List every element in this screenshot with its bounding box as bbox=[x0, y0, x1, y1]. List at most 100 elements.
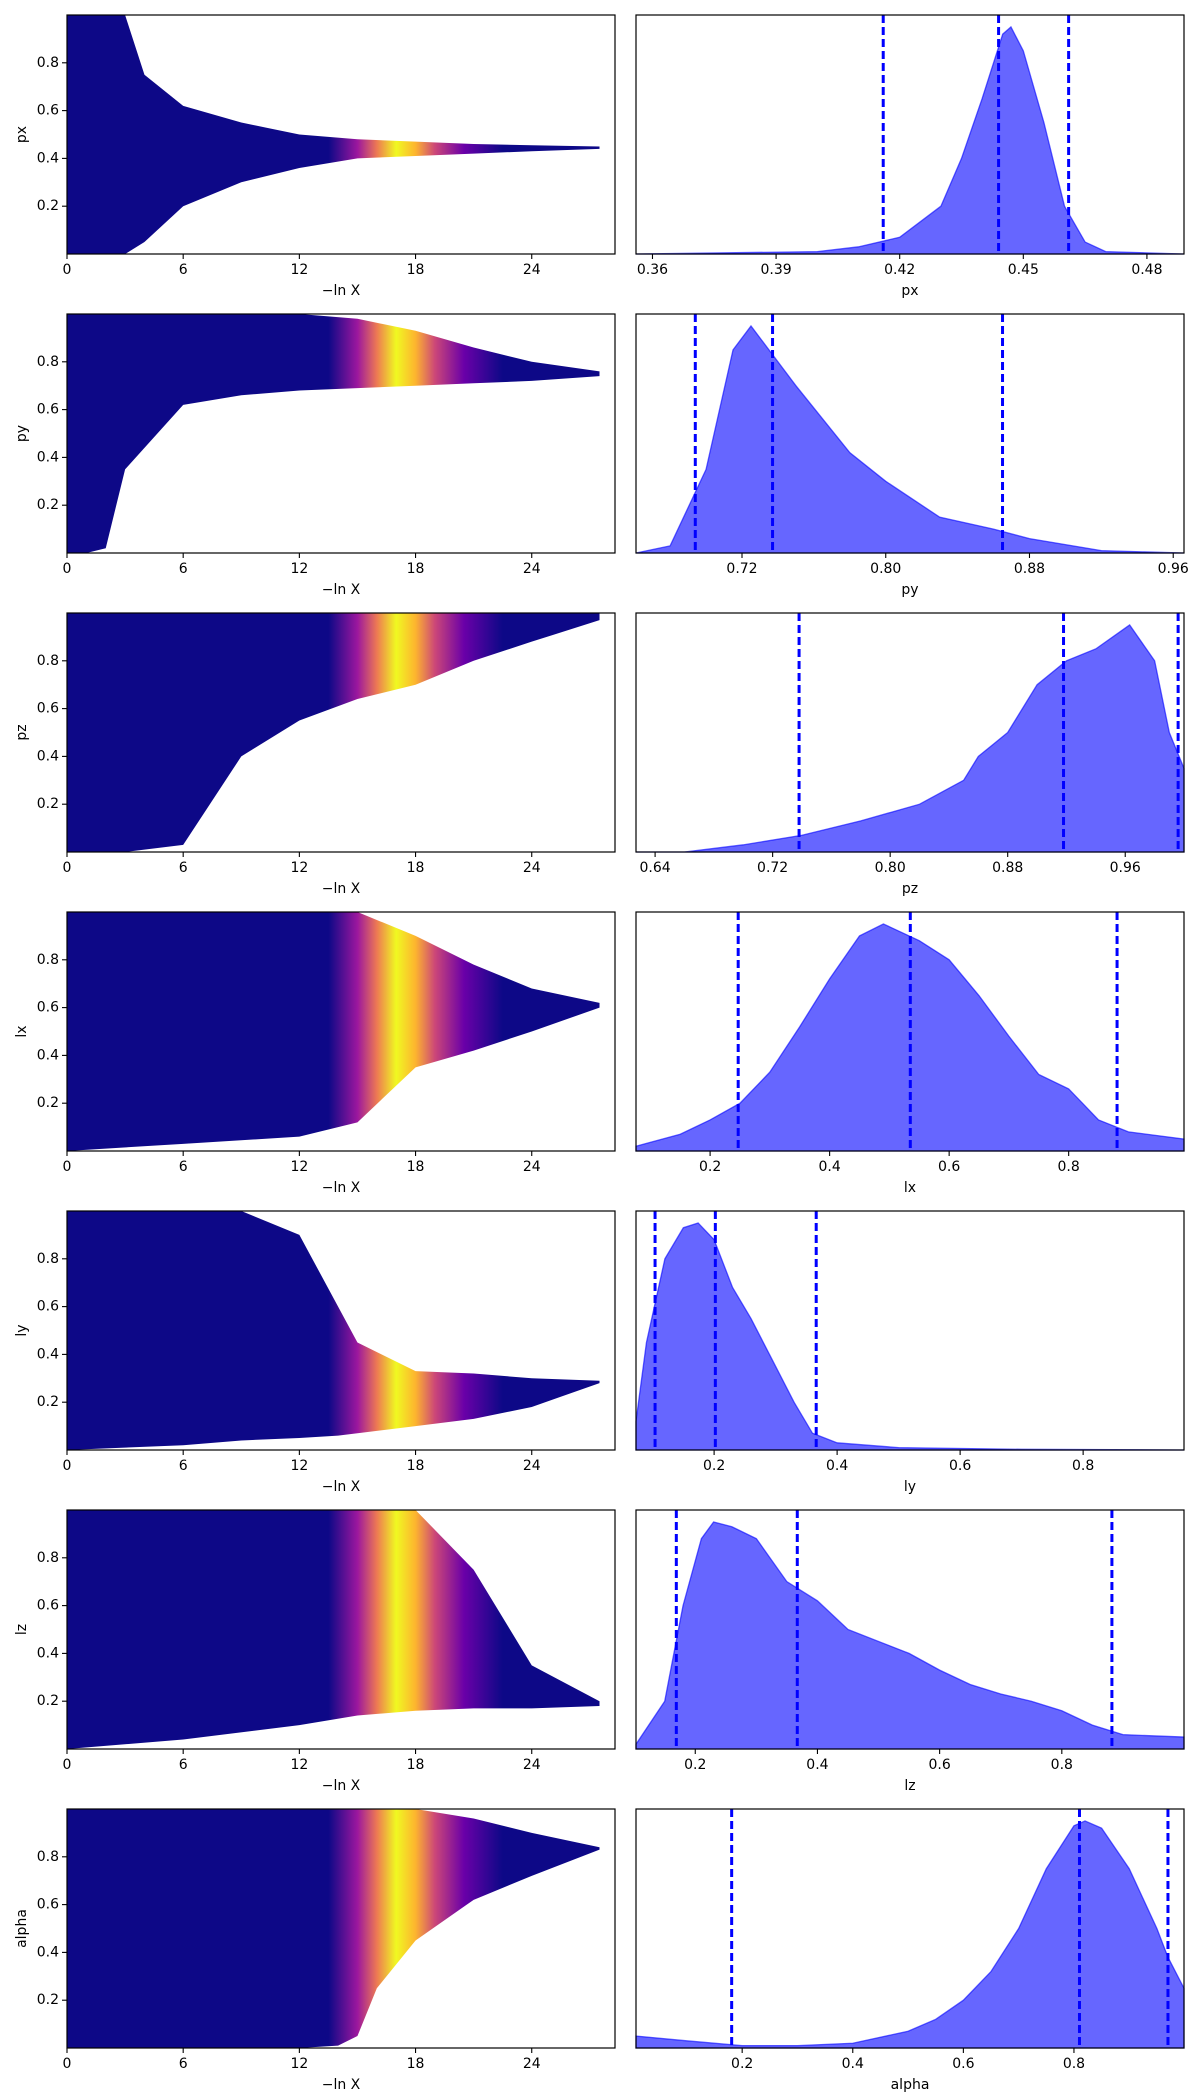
y-tick-label: 0.6 bbox=[37, 1299, 59, 1315]
x-tick-label: 18 bbox=[407, 1757, 425, 1773]
x-tick-label: 0.96 bbox=[1110, 860, 1141, 876]
x-axis-label: lx bbox=[904, 1180, 916, 1196]
kde-area bbox=[635, 1222, 1185, 1451]
x-tick-label: 12 bbox=[290, 1757, 308, 1773]
x-tick-label: 0.6 bbox=[949, 1458, 971, 1474]
x-tick-label: 0.72 bbox=[757, 860, 788, 876]
sample-band bbox=[67, 912, 600, 1151]
x-tick-label: 0.96 bbox=[1158, 561, 1189, 577]
axes-frame bbox=[66, 313, 616, 554]
x-axis-label: −ln X bbox=[322, 881, 361, 897]
sample-band bbox=[67, 1211, 600, 1450]
y-tick-label: 0.2 bbox=[37, 497, 59, 513]
axes-frame bbox=[635, 313, 1185, 554]
y-tick-label: 0.8 bbox=[37, 952, 59, 968]
x-tick-label: 0.8 bbox=[1058, 1159, 1080, 1175]
y-tick-label: 0.6 bbox=[37, 1000, 59, 1016]
x-tick-label: 18 bbox=[407, 262, 425, 278]
axes-frame bbox=[635, 1509, 1185, 1750]
x-tick-label: 0 bbox=[63, 561, 72, 577]
x-tick-label: 0.4 bbox=[806, 1757, 828, 1773]
x-tick-label: 24 bbox=[523, 860, 541, 876]
x-tick-label: 0.36 bbox=[637, 262, 668, 278]
y-tick-label: 0.4 bbox=[37, 1346, 59, 1362]
y-tick-label: 0.4 bbox=[37, 748, 59, 764]
y-tick-label: 0.2 bbox=[37, 1992, 59, 2008]
y-axis-label: lz bbox=[14, 1624, 30, 1635]
y-tick-label: 0.4 bbox=[37, 449, 59, 465]
x-tick-label: 0.64 bbox=[640, 860, 671, 876]
axes-frame bbox=[66, 14, 616, 255]
x-tick-label: 0.2 bbox=[684, 1757, 706, 1773]
axes-frame bbox=[66, 1509, 616, 1750]
x-tick-label: 0.2 bbox=[731, 2056, 753, 2072]
kde-area bbox=[635, 1820, 1185, 2049]
x-tick-label: 0.6 bbox=[952, 2056, 974, 2072]
x-tick-label: 0.6 bbox=[938, 1159, 960, 1175]
sample-band bbox=[67, 15, 600, 254]
y-axis-label: ly bbox=[14, 1324, 30, 1336]
x-tick-label: 0.80 bbox=[870, 561, 901, 577]
x-tick-label: 18 bbox=[407, 2056, 425, 2072]
kde-area bbox=[635, 1521, 1185, 1750]
axes-frame bbox=[66, 1210, 616, 1451]
x-tick-label: 0.88 bbox=[992, 860, 1023, 876]
x-tick-label: 12 bbox=[290, 1159, 308, 1175]
y-tick-label: 0.6 bbox=[37, 402, 59, 418]
x-axis-label: −ln X bbox=[322, 582, 361, 598]
x-tick-label: 18 bbox=[407, 561, 425, 577]
x-tick-label: 6 bbox=[179, 2056, 188, 2072]
y-tick-label: 0.6 bbox=[37, 1598, 59, 1614]
x-tick-label: 24 bbox=[523, 2056, 541, 2072]
x-tick-label: 0.80 bbox=[875, 860, 906, 876]
x-axis-label: py bbox=[901, 582, 918, 598]
y-tick-label: 0.2 bbox=[37, 1693, 59, 1709]
x-tick-label: 0 bbox=[63, 1458, 72, 1474]
axes-frame bbox=[635, 612, 1185, 853]
y-tick-label: 0.6 bbox=[37, 1897, 59, 1913]
x-tick-label: 6 bbox=[179, 1159, 188, 1175]
axes-frame bbox=[635, 1808, 1185, 2049]
y-tick-label: 0.4 bbox=[37, 1944, 59, 1960]
x-tick-label: 0.2 bbox=[699, 1159, 721, 1175]
x-tick-label: 0.8 bbox=[1063, 2056, 1085, 2072]
x-tick-label: 0.48 bbox=[1131, 262, 1162, 278]
x-tick-label: 12 bbox=[290, 561, 308, 577]
axes-frame bbox=[635, 911, 1185, 1152]
x-tick-label: 0 bbox=[63, 1757, 72, 1773]
x-tick-label: 0.8 bbox=[1051, 1757, 1073, 1773]
x-axis-label: −ln X bbox=[322, 283, 361, 299]
kde-area bbox=[635, 324, 1185, 554]
x-tick-label: 0.6 bbox=[928, 1757, 950, 1773]
y-axis-label: py bbox=[14, 425, 30, 442]
y-tick-label: 0.6 bbox=[37, 701, 59, 717]
y-axis-label: lx bbox=[14, 1025, 30, 1037]
y-tick-label: 0.8 bbox=[37, 1550, 59, 1566]
x-axis-label: −ln X bbox=[322, 1180, 361, 1196]
x-tick-label: 0 bbox=[63, 860, 72, 876]
y-tick-label: 0.8 bbox=[37, 1251, 59, 1267]
x-tick-label: 6 bbox=[179, 262, 188, 278]
x-tick-label: 0 bbox=[63, 262, 72, 278]
y-axis-label: px bbox=[14, 126, 30, 143]
x-tick-label: 0.8 bbox=[1072, 1458, 1094, 1474]
x-tick-label: 12 bbox=[290, 1458, 308, 1474]
y-tick-label: 0.8 bbox=[37, 1849, 59, 1865]
x-tick-label: 6 bbox=[179, 561, 188, 577]
x-axis-label: px bbox=[901, 283, 918, 299]
y-tick-label: 0.2 bbox=[37, 1394, 59, 1410]
x-tick-label: 12 bbox=[290, 262, 308, 278]
y-axis-label: alpha bbox=[14, 1909, 30, 1948]
kde-area bbox=[635, 25, 1185, 255]
x-axis-label: lz bbox=[904, 1778, 915, 1794]
x-tick-label: 18 bbox=[407, 860, 425, 876]
y-tick-label: 0.4 bbox=[37, 1047, 59, 1063]
x-axis-label: pz bbox=[902, 881, 918, 897]
y-tick-label: 0.4 bbox=[37, 1645, 59, 1661]
sample-band bbox=[67, 613, 600, 852]
x-tick-label: 6 bbox=[179, 1757, 188, 1773]
y-tick-label: 0.4 bbox=[37, 150, 59, 166]
x-tick-label: 12 bbox=[290, 860, 308, 876]
sample-band bbox=[67, 1809, 600, 2048]
